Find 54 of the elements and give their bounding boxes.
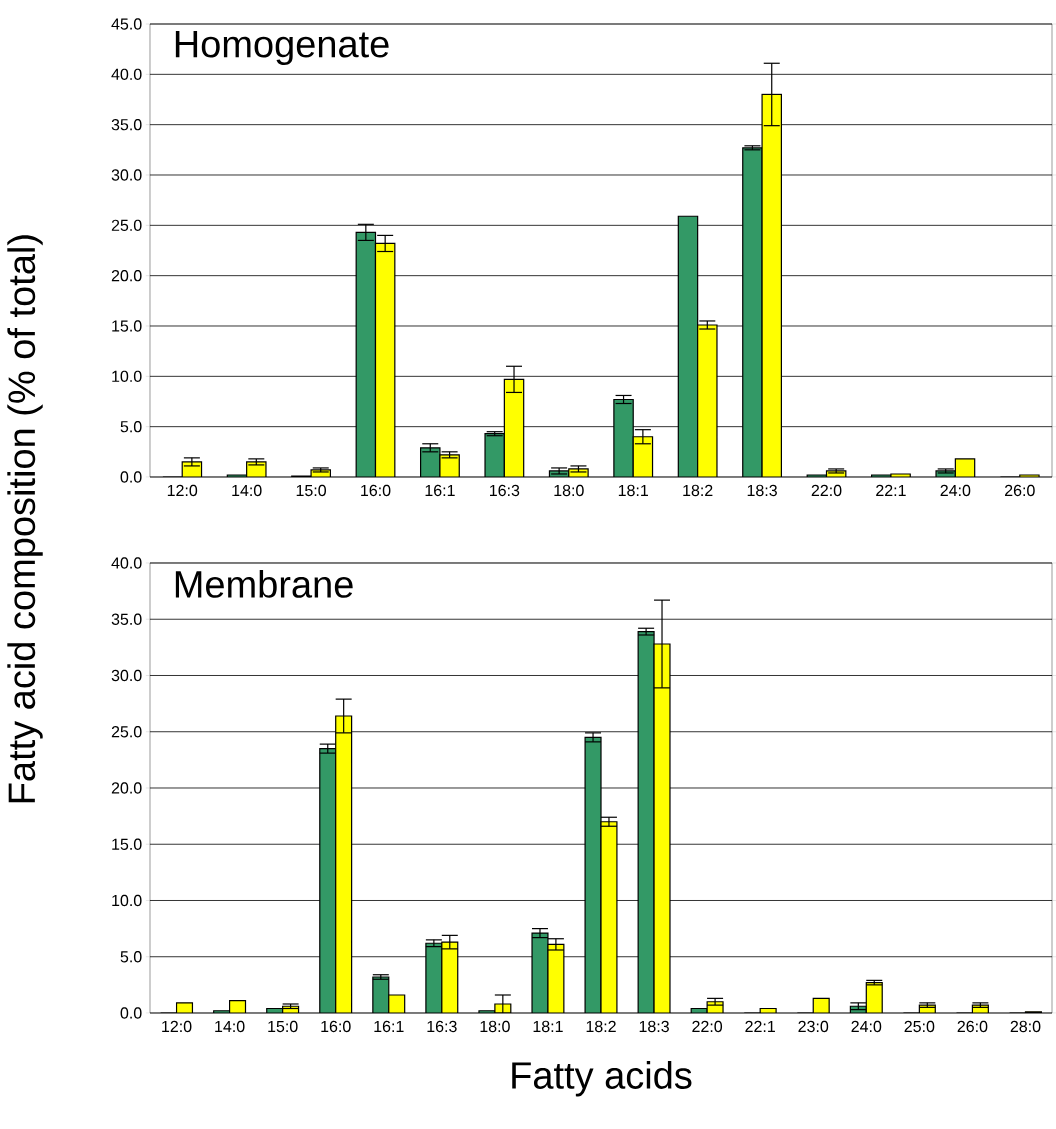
y-tick-label: 40.0	[111, 557, 142, 569]
x-tick-label: 14:0	[215, 1020, 245, 1033]
x-tick-label: 16:1	[425, 484, 455, 497]
x-tick-label: 23:0	[798, 1020, 828, 1033]
x-tick-label: 18:1	[618, 484, 648, 497]
y-axis-title: Fatty acid composition (% of total)	[7, 235, 43, 803]
x-tick-label: 15:0	[296, 484, 326, 497]
y-tick-label: 15.0	[112, 838, 142, 850]
y-tick-label: 35.0	[111, 613, 142, 625]
y-tick-label: 45.0	[111, 18, 142, 30]
x-tick-label: 28:0	[1010, 1020, 1041, 1033]
y-tick-label: 5.0	[120, 421, 142, 433]
x-tick-label: 22:0	[692, 1020, 722, 1033]
y-tick-label: 20.0	[111, 270, 142, 282]
chart-title: Membrane	[175, 569, 353, 598]
x-tick-label: 18:0	[554, 484, 584, 497]
x-tick-label: 24:0	[851, 1020, 882, 1033]
x-tick-label: 22:1	[875, 484, 906, 496]
x-tick-label: 15:0	[268, 1020, 298, 1033]
x-tick-label: 18:2	[586, 1020, 616, 1033]
x-axis-title: Fatty acids	[512, 1060, 692, 1097]
x-tick-label: 22:1	[745, 1020, 775, 1032]
x-tick-label: 26:0	[1004, 484, 1035, 497]
x-tick-label: 25:0	[904, 1020, 935, 1033]
y-tick-label: 20.0	[111, 782, 142, 794]
y-tick-label: 30.0	[111, 169, 142, 181]
x-tick-label: 24:0	[940, 484, 971, 497]
x-tick-label: 12:0	[167, 484, 197, 497]
y-tick-label: 10.0	[112, 370, 142, 382]
x-tick-label: 18:3	[747, 484, 777, 497]
y-tick-label: 25.0	[111, 726, 142, 738]
x-tick-label: 16:0	[321, 1020, 351, 1033]
y-tick-label: 35.0	[111, 119, 142, 131]
x-tick-label: 18:0	[480, 1020, 510, 1033]
y-tick-label: 0.0	[120, 471, 142, 483]
x-tick-label: 16:3	[489, 484, 520, 497]
x-tick-label: 18:1	[533, 1020, 563, 1033]
x-tick-label: 18:3	[639, 1020, 669, 1033]
x-tick-label: 16:0	[360, 484, 391, 497]
y-tick-label: 15.0	[112, 320, 142, 332]
x-tick-label: 16:3	[427, 1020, 457, 1033]
x-tick-label: 16:1	[374, 1020, 404, 1033]
y-tick-label: 0.0	[120, 1007, 142, 1019]
x-tick-label: 12:0	[162, 1020, 192, 1033]
y-tick-label: 5.0	[120, 951, 142, 963]
y-tick-label: 30.0	[111, 669, 142, 682]
x-tick-label: 18:2	[683, 484, 713, 497]
x-tick-label: 26:0	[957, 1020, 988, 1033]
x-tick-label: 22:0	[811, 484, 842, 497]
y-tick-label: 25.0	[111, 219, 142, 231]
chart-title: Homogenate	[175, 30, 389, 66]
x-tick-label: 14:0	[232, 484, 262, 497]
y-tick-label: 10.0	[112, 894, 142, 907]
y-tick-label: 40.0	[111, 68, 142, 80]
